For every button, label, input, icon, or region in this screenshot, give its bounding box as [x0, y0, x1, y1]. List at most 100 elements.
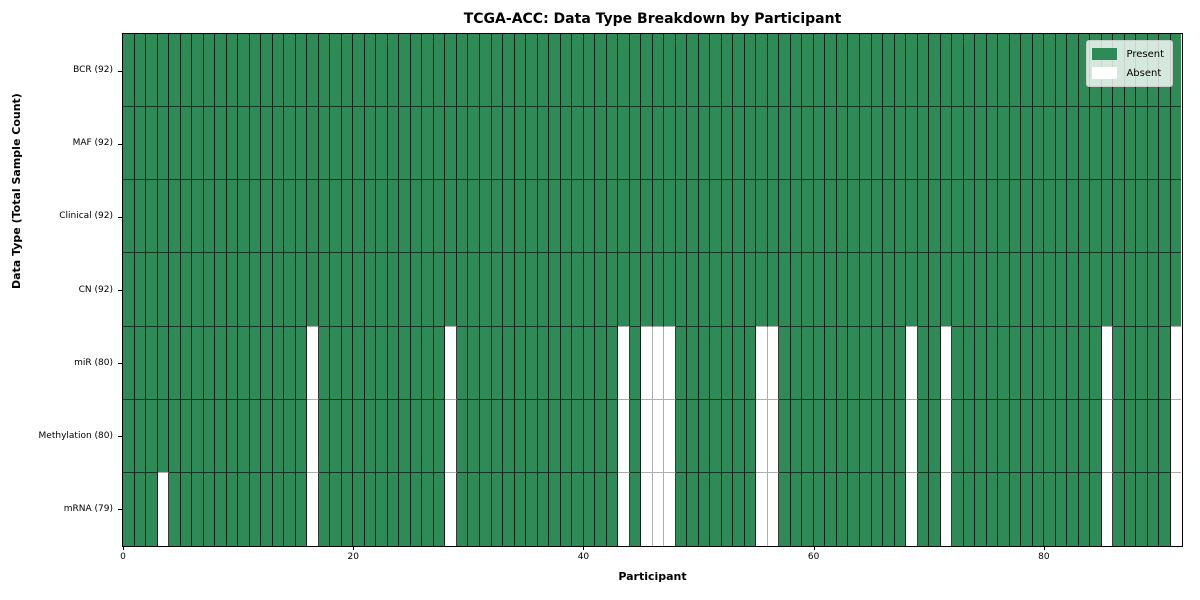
matrix-cell [1078, 472, 1091, 546]
matrix-cell [1067, 472, 1079, 546]
matrix-cell [353, 107, 365, 181]
matrix-cell [433, 107, 446, 181]
matrix-cell [629, 180, 642, 254]
matrix-cell [894, 326, 907, 400]
matrix-cell [123, 107, 135, 181]
matrix-cell [883, 253, 895, 327]
matrix-cell [583, 399, 596, 473]
matrix-cell [364, 399, 377, 473]
matrix-cell [295, 399, 308, 473]
matrix-cell [1136, 326, 1148, 400]
matrix-cell [318, 34, 331, 108]
matrix-cell [1101, 253, 1114, 327]
y-tick-label: MAF (92) [72, 138, 113, 149]
legend-label: Absent [1126, 67, 1162, 79]
matrix-cell [410, 326, 423, 400]
matrix-cell [318, 472, 331, 546]
matrix-cell [1113, 472, 1125, 546]
matrix-cell [698, 34, 711, 108]
matrix-cell [595, 180, 607, 254]
matrix-cell [422, 326, 434, 400]
matrix-cell [387, 472, 400, 546]
matrix-row-cn [123, 253, 1182, 327]
matrix-cell [1147, 326, 1160, 400]
matrix-cell [146, 253, 158, 327]
matrix-cell [606, 253, 619, 327]
matrix-cell [468, 399, 480, 473]
matrix-cell [698, 107, 711, 181]
matrix-cell [261, 34, 273, 108]
matrix-cell [341, 326, 354, 400]
matrix-cell [618, 399, 630, 473]
matrix-cell [364, 472, 377, 546]
matrix-cell [721, 34, 734, 108]
matrix-row-clinical [123, 180, 1182, 254]
matrix-cell [295, 253, 308, 327]
matrix-cell [249, 107, 262, 181]
legend: Present Absent [1086, 40, 1173, 87]
matrix-cell [433, 399, 446, 473]
matrix-cell [583, 107, 596, 181]
matrix-cell [284, 399, 296, 473]
matrix-cell [134, 107, 147, 181]
matrix-cell [860, 326, 872, 400]
matrix-cell [779, 180, 791, 254]
matrix-cell [215, 399, 227, 473]
matrix-cell [848, 107, 860, 181]
matrix-cell [514, 399, 527, 473]
matrix-cell [929, 326, 941, 400]
matrix-cell [952, 180, 964, 254]
matrix-cell [445, 253, 457, 327]
matrix-cell [963, 180, 976, 254]
matrix-cell [272, 107, 285, 181]
matrix-cell [721, 180, 734, 254]
matrix-cell [526, 399, 538, 473]
matrix-cell [894, 107, 907, 181]
matrix-cell [537, 180, 550, 254]
matrix-cell [284, 34, 296, 108]
matrix-cell [503, 107, 515, 181]
matrix-cell [975, 399, 987, 473]
matrix-cell [1124, 399, 1137, 473]
matrix-cell [330, 326, 342, 400]
matrix-cell [802, 253, 814, 327]
matrix-cell [986, 180, 999, 254]
matrix-cell [906, 34, 918, 108]
matrix-cell [929, 472, 941, 546]
matrix-cell [906, 180, 918, 254]
matrix-cell [433, 472, 446, 546]
matrix-cell [790, 399, 803, 473]
matrix-cell [767, 34, 780, 108]
matrix-cell [1067, 180, 1079, 254]
matrix-cell [146, 399, 158, 473]
matrix-cell [1170, 34, 1182, 108]
matrix-cell [1090, 253, 1102, 327]
matrix-cell [1044, 326, 1056, 400]
matrix-cell [963, 253, 976, 327]
matrix-cell [733, 399, 745, 473]
matrix-cell [307, 34, 319, 108]
matrix-row-methylation [123, 399, 1182, 473]
matrix-cell [618, 253, 630, 327]
matrix-cell [756, 107, 768, 181]
matrix-cell [456, 253, 469, 327]
matrix-cell [445, 180, 457, 254]
matrix-cell [572, 326, 584, 400]
matrix-cell [169, 107, 181, 181]
matrix-cell [871, 472, 884, 546]
matrix-cell [1147, 253, 1160, 327]
matrix-cell [1124, 472, 1137, 546]
matrix-cell [664, 472, 676, 546]
matrix-cell [595, 34, 607, 108]
matrix-cell [341, 34, 354, 108]
matrix-cell [399, 107, 411, 181]
matrix-cell [1032, 253, 1045, 327]
matrix-cell [836, 180, 849, 254]
matrix-cell [917, 34, 930, 108]
matrix-cell [790, 472, 803, 546]
matrix-cell [433, 34, 446, 108]
matrix-cell [261, 399, 273, 473]
matrix-cell [975, 326, 987, 400]
matrix-cell [917, 180, 930, 254]
matrix-cell [1124, 253, 1137, 327]
